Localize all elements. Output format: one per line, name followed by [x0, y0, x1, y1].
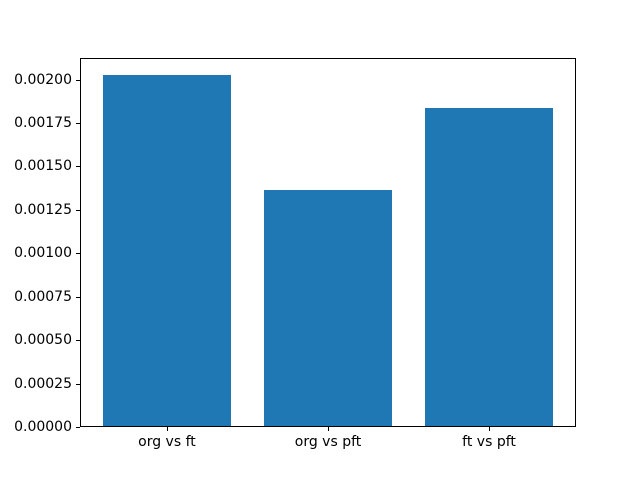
bar-org-vs-ft	[102, 75, 232, 426]
x-tick-label-org-vs-ft: org vs ft	[138, 434, 196, 450]
y-tick-mark	[76, 340, 80, 342]
y-tick-mark	[76, 209, 80, 211]
y-tick-label: 0.00075	[14, 288, 72, 305]
y-tick-label: 0.00200	[14, 71, 72, 88]
y-tick-mark	[76, 122, 80, 124]
y-tick-label: 0.00175	[14, 114, 72, 131]
y-tick-label: 0.00125	[14, 201, 72, 218]
y-tick-mark	[76, 296, 80, 298]
x-tick-mark	[166, 427, 168, 431]
y-tick-label: 0.00050	[14, 332, 72, 349]
y-tick-label: 0.00025	[14, 375, 72, 392]
x-tick-label-ft-vs-pft: ft vs pft	[462, 434, 516, 450]
y-tick-mark	[76, 166, 80, 168]
bar-org-vs-pft	[263, 189, 393, 426]
y-tick-label: 0.00000	[14, 419, 72, 435]
y-tick-mark	[76, 253, 80, 255]
y-tick-label: 0.00100	[14, 245, 72, 262]
plot-area	[80, 58, 576, 427]
x-tick-mark	[328, 427, 329, 431]
bar-ft-vs-pft	[424, 108, 554, 426]
y-tick-label: 0.00150	[14, 158, 72, 175]
y-tick-mark	[76, 383, 80, 385]
y-tick-mark	[76, 427, 80, 428]
x-tick-mark	[489, 427, 491, 431]
x-tick-label-org-vs-pft: org vs pft	[294, 434, 362, 450]
y-tick-mark	[76, 79, 80, 81]
